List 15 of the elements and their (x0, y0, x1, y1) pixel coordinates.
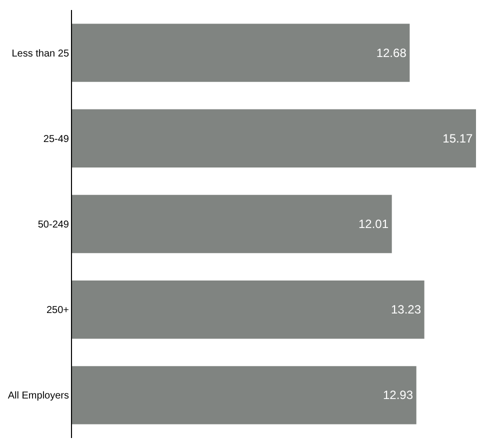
bar (72, 280, 424, 339)
data-label: 15.17 (442, 131, 473, 146)
y-tick-label: 50-249 (38, 220, 70, 230)
y-tick-label: All Employers (8, 390, 69, 402)
data-label: 12.01 (358, 217, 389, 231)
y-tick-label: 250+ (46, 305, 70, 316)
y-tick-label: 25-49 (43, 134, 70, 145)
bar (72, 366, 416, 424)
y-tick-label: Less than 25 (12, 48, 70, 60)
data-label: 13.23 (390, 302, 422, 317)
bar (72, 109, 476, 168)
data-label: 12.93 (382, 388, 414, 402)
bar (72, 24, 410, 82)
bar (72, 194, 392, 254)
data-label: 12.68 (376, 46, 407, 60)
